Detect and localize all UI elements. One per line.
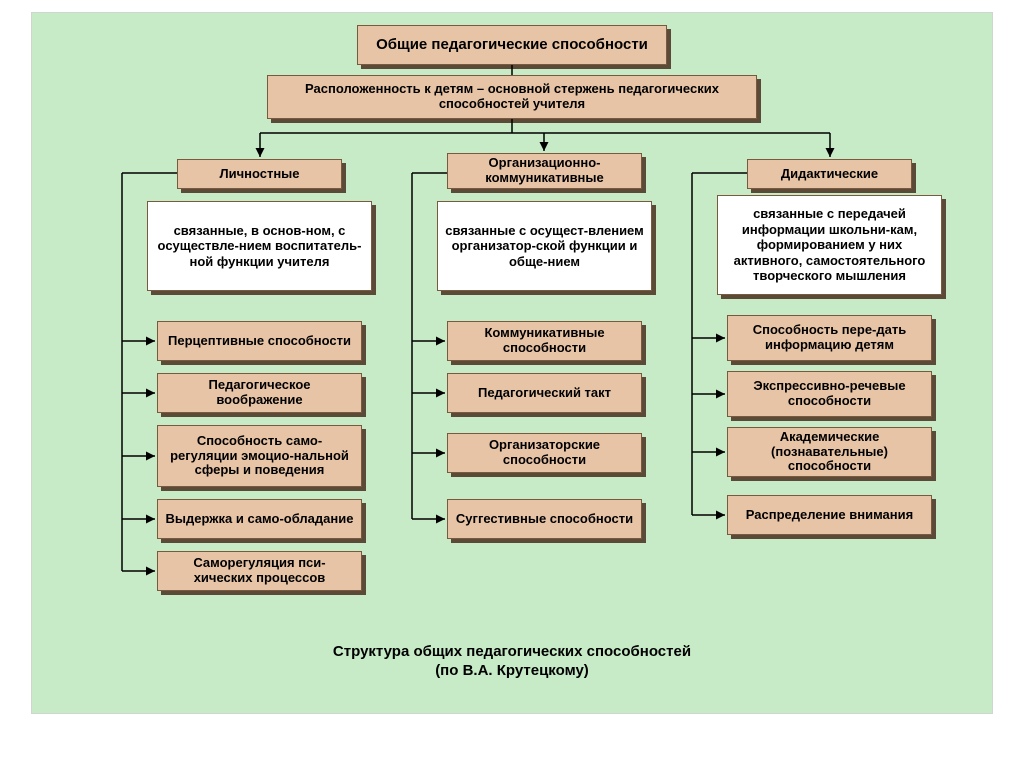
col0-desc: связанные, в основ-ном, с осуществле-ние… bbox=[147, 201, 372, 291]
col1-item0: Коммуникативные способности bbox=[447, 321, 642, 361]
col0-item3: Выдержка и само-обладание bbox=[157, 499, 362, 539]
subtitle-text: Расположенность к детям – основной стерж… bbox=[274, 82, 750, 112]
col1-desc-text: связанные с осущест-влением организатор-… bbox=[444, 223, 645, 270]
title-box: Общие педагогические способности bbox=[357, 25, 667, 65]
col1-item2: Организаторские способности bbox=[447, 433, 642, 473]
col2-desc: связанные с передачей информации школьни… bbox=[717, 195, 942, 295]
subtitle-box: Расположенность к детям – основной стерж… bbox=[267, 75, 757, 119]
col0-desc-text: связанные, в основ-ном, с осуществле-ние… bbox=[154, 223, 365, 270]
col0-header: Личностные bbox=[177, 159, 342, 189]
col0-header-text: Личностные bbox=[219, 167, 299, 182]
col1-desc: связанные с осущест-влением организатор-… bbox=[437, 201, 652, 291]
col0-item2: Способность само-регуляции эмоцио-нально… bbox=[157, 425, 362, 487]
col2-item3: Распределение внимания bbox=[727, 495, 932, 535]
col2-item0: Способность пере-дать информацию детям bbox=[727, 315, 932, 361]
caption-text: Структура общих педагогических способнос… bbox=[333, 643, 691, 679]
col0-item0: Перцептивные способности bbox=[157, 321, 362, 361]
col2-header-text: Дидактические bbox=[781, 167, 878, 182]
col2-item2: Академические (познавательные) способнос… bbox=[727, 427, 932, 477]
col2-desc-text: связанные с передачей информации школьни… bbox=[724, 206, 935, 284]
title-text: Общие педагогические способности bbox=[376, 36, 648, 53]
col1-header: Организационно-коммуникативные bbox=[447, 153, 642, 189]
col0-item4: Саморегуляция пси-хических процессов bbox=[157, 551, 362, 591]
col1-header-text: Организационно-коммуникативные bbox=[454, 156, 635, 186]
col1-item1: Педагогический такт bbox=[447, 373, 642, 413]
caption: Структура общих педагогических способнос… bbox=[32, 643, 992, 681]
col2-header: Дидактические bbox=[747, 159, 912, 189]
col1-item3: Суггестивные способности bbox=[447, 499, 642, 539]
diagram-canvas: Общие педагогические способности Располо… bbox=[31, 12, 993, 714]
col2-item1: Экспрессивно-речевые способности bbox=[727, 371, 932, 417]
col0-item1: Педагогическое воображение bbox=[157, 373, 362, 413]
